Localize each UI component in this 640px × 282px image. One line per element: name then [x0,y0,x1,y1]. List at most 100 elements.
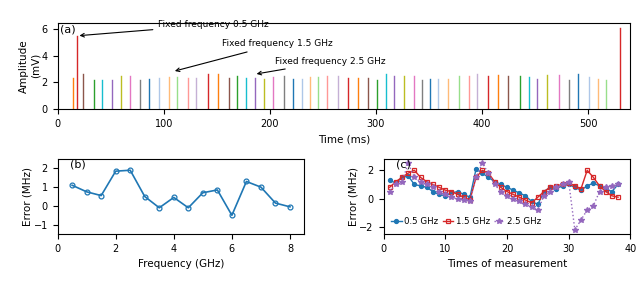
1.5 GHz [398,176,406,179]
0.5 GHz [503,186,511,189]
0.5 GHz [429,190,436,193]
0.5 GHz [392,181,400,185]
0.5 GHz [447,191,455,195]
2.5 GHz [614,183,622,186]
2.5 GHz [404,162,412,165]
1.5 GHz [497,186,504,189]
1.5 GHz [608,194,616,197]
2.5 GHz [423,183,431,186]
0.5 GHz [404,174,412,178]
2.5 GHz [608,184,616,188]
0.5 GHz [515,191,523,195]
0.5 GHz [410,183,418,186]
Text: Fixed frequency 2.5 GHz: Fixed frequency 2.5 GHz [258,57,386,75]
Line: 0.5 GHz: 0.5 GHz [388,167,620,206]
Line: 2.5 GHz: 2.5 GHz [387,160,621,233]
1.5 GHz [404,171,412,175]
2.5 GHz [447,195,455,199]
1.5 GHz [417,176,424,179]
X-axis label: Time (ms): Time (ms) [318,134,370,144]
0.5 GHz [577,188,585,192]
1.5 GHz [386,186,394,189]
2.5 GHz [534,208,541,212]
Y-axis label: Error (MHz): Error (MHz) [22,167,32,226]
1.5 GHz [454,193,461,196]
0.5 GHz [608,190,616,193]
2.5 GHz [528,206,536,209]
2.5 GHz [565,180,573,183]
2.5 GHz [509,197,517,200]
Legend: 0.5 GHz, 1.5 GHz, 2.5 GHz: 0.5 GHz, 1.5 GHz, 2.5 GHz [388,214,545,230]
0.5 GHz [528,200,536,203]
0.5 GHz [466,195,474,199]
Text: Fixed frequency 1.5 GHz: Fixed frequency 1.5 GHz [176,39,333,72]
1.5 GHz [410,169,418,172]
1.5 GHz [589,176,597,179]
1.5 GHz [522,198,529,202]
1.5 GHz [583,169,591,172]
2.5 GHz [454,197,461,200]
0.5 GHz [534,202,541,206]
2.5 GHz [484,171,492,175]
2.5 GHz [460,198,468,202]
1.5 GHz [435,186,443,189]
2.5 GHz [547,190,554,193]
X-axis label: Times of measurement: Times of measurement [447,259,567,269]
X-axis label: Frequency (GHz): Frequency (GHz) [138,259,224,269]
1.5 GHz [565,181,573,185]
0.5 GHz [460,193,468,196]
0.5 GHz [454,190,461,193]
2.5 GHz [577,218,585,222]
2.5 GHz [479,162,486,165]
1.5 GHz [429,183,436,186]
Y-axis label: Amplitude
(mV): Amplitude (mV) [19,39,40,92]
2.5 GHz [540,194,548,197]
2.5 GHz [583,208,591,212]
Text: (c): (c) [396,160,411,170]
0.5 GHz [552,187,560,190]
1.5 GHz [577,187,585,190]
2.5 GHz [571,228,579,232]
2.5 GHz [442,193,449,196]
2.5 GHz [522,202,529,206]
2.5 GHz [410,176,418,179]
1.5 GHz [547,186,554,189]
0.5 GHz [614,183,622,186]
2.5 GHz [602,186,609,189]
2.5 GHz [435,190,443,193]
2.5 GHz [466,200,474,203]
0.5 GHz [589,181,597,185]
1.5 GHz [479,169,486,172]
Y-axis label: Error (MHz): Error (MHz) [348,167,358,226]
1.5 GHz [392,180,400,183]
2.5 GHz [552,186,560,189]
1.5 GHz [552,184,560,188]
0.5 GHz [571,186,579,189]
1.5 GHz [534,195,541,199]
2.5 GHz [417,180,424,183]
Text: (a): (a) [60,25,76,35]
2.5 GHz [589,204,597,208]
0.5 GHz [423,186,431,189]
2.5 GHz [503,194,511,197]
1.5 GHz [447,190,455,193]
0.5 GHz [398,176,406,179]
2.5 GHz [386,190,394,193]
2.5 GHz [429,186,436,189]
0.5 GHz [559,184,566,188]
0.5 GHz [596,184,604,188]
1.5 GHz [540,190,548,193]
2.5 GHz [596,190,604,193]
2.5 GHz [398,180,406,183]
0.5 GHz [417,184,424,188]
1.5 GHz [460,195,468,199]
0.5 GHz [509,188,517,192]
2.5 GHz [497,190,504,193]
1.5 GHz [423,180,431,183]
0.5 GHz [491,180,499,183]
0.5 GHz [583,184,591,188]
1.5 GHz [491,180,499,183]
0.5 GHz [522,194,529,197]
1.5 GHz [503,190,511,193]
2.5 GHz [559,183,566,186]
